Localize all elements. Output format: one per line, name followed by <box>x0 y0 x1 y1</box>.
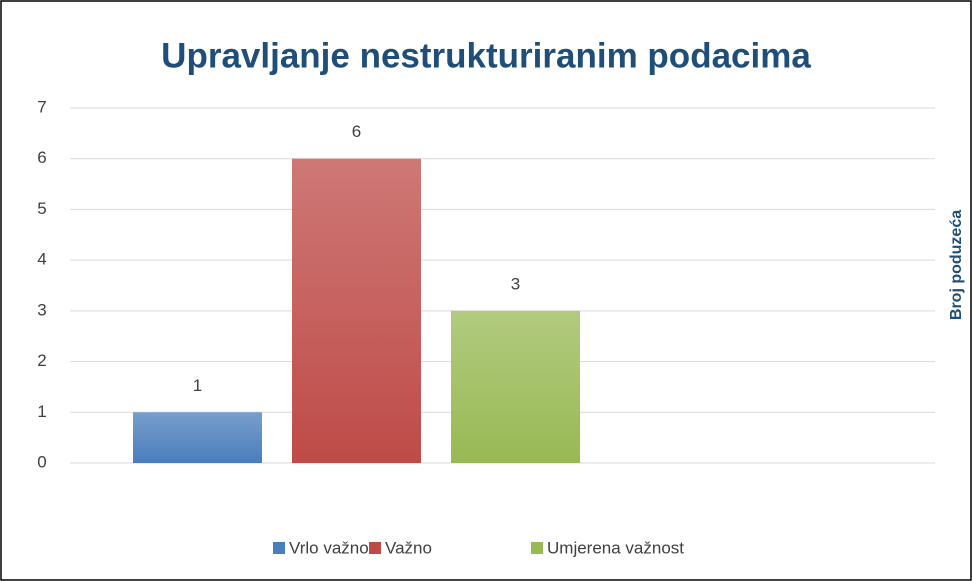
legend-swatch <box>369 542 381 554</box>
legend-swatch <box>273 542 285 554</box>
y-tick-label: 5 <box>37 199 46 218</box>
bar-shine <box>133 412 262 463</box>
y-tick-label: 2 <box>37 351 46 370</box>
legend-swatch <box>531 542 543 554</box>
data-label: 6 <box>352 122 361 141</box>
legend-label: Vrlo važno <box>289 538 369 557</box>
y-tick-label: 1 <box>37 402 46 421</box>
bar-shine <box>292 158 421 463</box>
data-label: 3 <box>511 274 520 293</box>
y-tick-label: 3 <box>37 300 46 319</box>
y-tick-label: 4 <box>37 250 46 269</box>
chart-title: Upravljanje nestrukturiranim podacima <box>161 36 811 75</box>
y-tick-label: 0 <box>37 452 46 471</box>
legend-label: Važno <box>385 538 432 557</box>
y-tick-label: 6 <box>37 148 46 167</box>
data-label: 1 <box>193 376 202 395</box>
bar-shine <box>451 310 580 463</box>
y-axis-label: Broj poduzeća <box>948 210 965 320</box>
legend-label: Umjerena važnost <box>547 538 684 557</box>
y-tick-label: 7 <box>37 97 46 116</box>
